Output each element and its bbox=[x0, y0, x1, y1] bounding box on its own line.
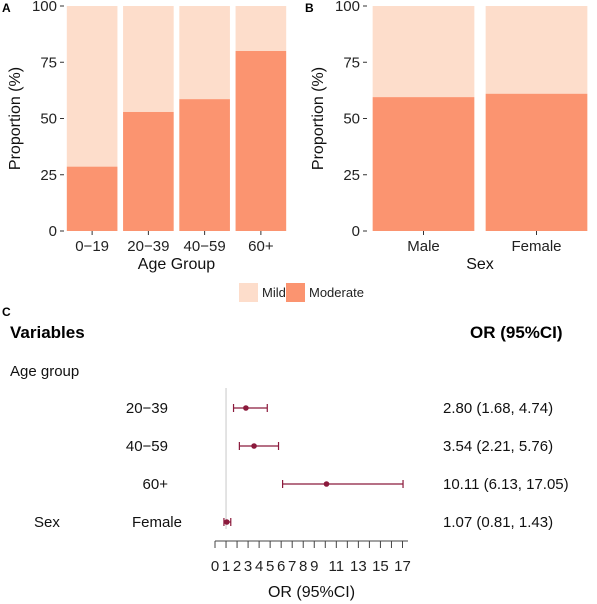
forest-header-or: OR (95%CI) bbox=[470, 323, 563, 342]
forest-x-tick-label-3: 3 bbox=[244, 558, 252, 575]
forest-x-tick-label-9: 9 bbox=[310, 558, 318, 575]
panel-b-x-tick-label-0: Male bbox=[407, 238, 440, 255]
forest-point-1 bbox=[251, 443, 257, 449]
forest-x-tick-label-8: 8 bbox=[299, 558, 307, 575]
panel-a-x-tick-label-1: 20−39 bbox=[127, 238, 169, 255]
forest-row-label-0: 20−39 bbox=[126, 400, 168, 417]
legend-label-moderate: Moderate bbox=[309, 285, 364, 300]
forest-row-label-1: 40−59 bbox=[126, 438, 168, 455]
panel-a-bar-mild-1 bbox=[123, 6, 174, 112]
legend-swatch-mild bbox=[239, 283, 258, 302]
panel-b-x-axis-label: Sex bbox=[466, 256, 494, 273]
panel-a-bar-mild-3 bbox=[235, 6, 287, 51]
forest-x-tick-label-0: 0 bbox=[211, 558, 219, 575]
forest-row-label-3: Female bbox=[132, 514, 182, 531]
forest-point-0 bbox=[243, 405, 249, 411]
panel-b-x-tick-label-1: Female bbox=[511, 238, 561, 255]
panel-a-y-axis-label: Proportion (%) bbox=[7, 67, 24, 170]
forest-row-label-2: 60+ bbox=[143, 476, 169, 493]
panel-b-y-tick-label-0: 0 bbox=[352, 223, 360, 240]
panel-c-forest-plot: Variables OR (95%CI) Age group 20−39 2.80… bbox=[10, 323, 569, 601]
panel-b-y-tick-label-4: 100 bbox=[335, 0, 360, 15]
forest-x-tick-label-11: 13 bbox=[350, 558, 367, 575]
panel-a-y-tick-label-1: 25 bbox=[40, 167, 57, 184]
panel-a-x-tick-label-2: 40−59 bbox=[184, 238, 226, 255]
panel-a-y-tick-label-4: 100 bbox=[32, 0, 57, 15]
forest-x-tick-label-4: 4 bbox=[255, 558, 263, 575]
legend-label-mild: Mild bbox=[262, 285, 286, 300]
panel-b-bar-mild-0 bbox=[372, 6, 475, 98]
panel-b-bar-moderate-0 bbox=[372, 97, 475, 231]
forest-or-text-0: 2.80 (1.68, 4.74) bbox=[443, 400, 553, 417]
panel-label-b: B bbox=[305, 1, 314, 15]
panel-b-bar-mild-1 bbox=[485, 6, 588, 94]
panel-a-y-tick-label-0: 0 bbox=[49, 223, 57, 240]
panel-a-bar-mild-2 bbox=[179, 6, 230, 100]
panel-a-stacked-bar-chart: 0−19 20−39 40−59 60+ 0 25 50 75 100 Age Group Prop… bbox=[7, 0, 287, 273]
legend-swatch-moderate bbox=[286, 283, 305, 302]
panel-a-y-tick-label-3: 75 bbox=[40, 54, 57, 71]
forest-x-tick-label-12: 15 bbox=[372, 558, 389, 575]
forest-group-label-3: Sex bbox=[34, 514, 60, 531]
panel-a-x-tick-label-0: 0−19 bbox=[75, 238, 109, 255]
panel-label-a: A bbox=[2, 1, 11, 15]
panel-label-c: C bbox=[2, 305, 11, 319]
forest-x-tick-label-7: 7 bbox=[288, 558, 296, 575]
forest-x-axis-label: OR (95%CI) bbox=[268, 584, 355, 601]
panel-b-y-tick-label-1: 25 bbox=[343, 167, 360, 184]
legend: Mild Moderate bbox=[239, 283, 364, 302]
forest-x-tick-label-6: 6 bbox=[277, 558, 285, 575]
panel-a-x-tick-label-3: 60+ bbox=[248, 238, 274, 255]
panel-b-y-tick-label-3: 75 bbox=[343, 54, 360, 71]
forest-point-2 bbox=[323, 481, 330, 487]
panel-a-bar-mild-0 bbox=[66, 6, 118, 167]
panel-a-x-axis-label: Age Group bbox=[138, 256, 215, 273]
forest-x-tick-label-2: 2 bbox=[233, 558, 241, 575]
panel-a-bar-moderate-3 bbox=[235, 51, 287, 231]
panel-a-bar-moderate-1 bbox=[123, 111, 174, 231]
forest-or-text-1: 3.54 (2.21, 5.76) bbox=[443, 438, 553, 455]
panel-b-stacked-bar-chart: Male Female 0 25 50 75 100 Sex Proportion (%) bbox=[310, 0, 588, 273]
forest-x-tick-label-13: 17 bbox=[394, 558, 411, 575]
panel-a-bar-moderate-2 bbox=[179, 99, 230, 232]
forest-x-tick-label-1: 1 bbox=[222, 558, 230, 575]
forest-point-3 bbox=[224, 519, 230, 525]
panel-b-y-tick-label-2: 50 bbox=[343, 111, 360, 128]
forest-group-age: Age group bbox=[10, 363, 79, 380]
forest-x-tick-label-5: 5 bbox=[266, 558, 274, 575]
forest-or-text-3: 1.07 (0.81, 1.43) bbox=[443, 514, 553, 531]
panel-a-y-tick-label-2: 50 bbox=[40, 111, 57, 128]
forest-or-text-2: 10.11 (6.13, 17.05) bbox=[443, 476, 569, 493]
panel-b-bar-moderate-1 bbox=[485, 93, 588, 231]
panel-b-y-axis-label: Proportion (%) bbox=[310, 67, 327, 170]
forest-x-tick-label-10: 11 bbox=[329, 558, 345, 575]
panel-a-bar-moderate-0 bbox=[66, 166, 118, 231]
forest-header-variables: Variables bbox=[10, 323, 85, 342]
